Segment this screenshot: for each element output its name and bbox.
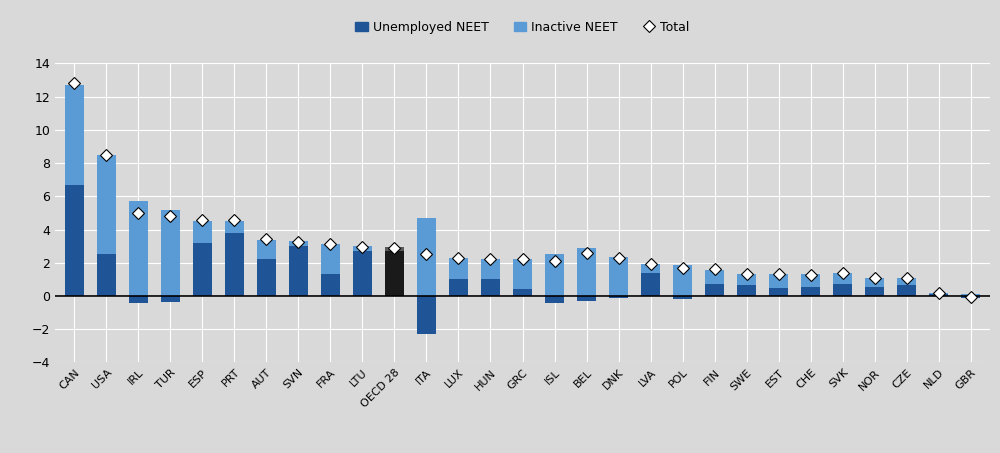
Bar: [161, 210, 180, 296]
Bar: [513, 260, 532, 289]
Bar: [321, 245, 340, 275]
Bar: [737, 285, 756, 296]
Bar: [449, 280, 468, 296]
Bar: [193, 221, 212, 243]
Bar: [129, 296, 148, 303]
Bar: [417, 296, 436, 334]
Bar: [897, 285, 916, 296]
Bar: [513, 289, 532, 296]
Bar: [353, 251, 372, 296]
Bar: [97, 255, 116, 296]
Bar: [449, 258, 468, 280]
Bar: [801, 287, 820, 296]
Bar: [673, 265, 692, 296]
Bar: [865, 287, 884, 296]
Bar: [225, 221, 244, 233]
Bar: [609, 296, 628, 298]
Bar: [481, 280, 500, 296]
Bar: [385, 251, 404, 296]
Bar: [897, 278, 916, 285]
Bar: [929, 293, 948, 294]
Bar: [577, 296, 596, 301]
Bar: [65, 185, 84, 296]
Bar: [193, 243, 212, 296]
Bar: [961, 294, 980, 296]
Bar: [705, 284, 724, 296]
Bar: [737, 274, 756, 285]
Bar: [545, 255, 564, 296]
Bar: [833, 284, 852, 296]
Bar: [417, 218, 436, 296]
Bar: [289, 246, 308, 296]
Bar: [97, 155, 116, 255]
Bar: [929, 294, 948, 296]
Bar: [225, 233, 244, 296]
Bar: [769, 274, 788, 288]
Bar: [801, 275, 820, 287]
Bar: [545, 296, 564, 303]
Bar: [673, 296, 692, 299]
Bar: [289, 241, 308, 246]
Bar: [833, 273, 852, 284]
Bar: [65, 85, 84, 185]
Bar: [577, 248, 596, 296]
Bar: [769, 288, 788, 296]
Bar: [609, 257, 628, 296]
Bar: [961, 296, 980, 299]
Bar: [129, 201, 148, 296]
Bar: [481, 260, 500, 280]
Bar: [353, 246, 372, 251]
Bar: [705, 270, 724, 284]
Bar: [257, 240, 276, 260]
Bar: [865, 278, 884, 287]
Bar: [385, 247, 404, 251]
Bar: [161, 296, 180, 302]
Legend: Unemployed NEET, Inactive NEET, Total: Unemployed NEET, Inactive NEET, Total: [350, 16, 695, 39]
Bar: [321, 275, 340, 296]
Bar: [641, 273, 660, 296]
Bar: [641, 264, 660, 273]
Bar: [257, 260, 276, 296]
